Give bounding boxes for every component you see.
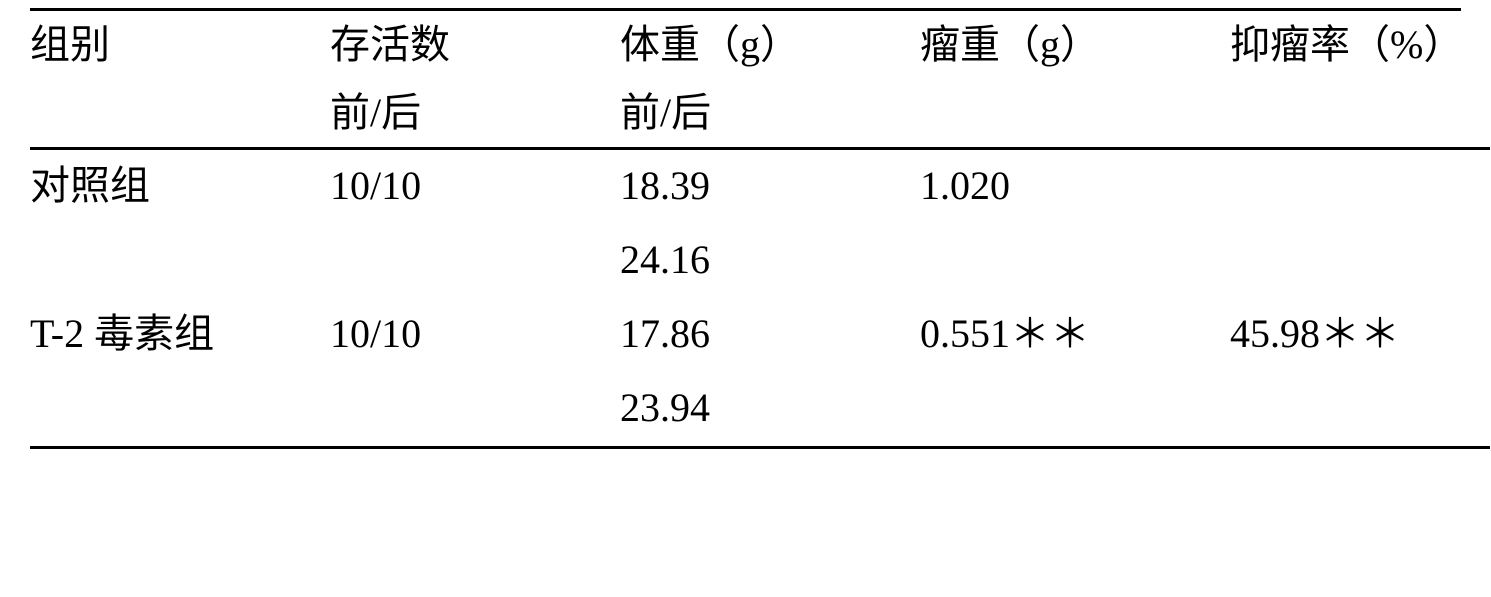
table-row: 23.94	[30, 372, 1490, 446]
cell-inhibit: 45.98＊＊	[1230, 298, 1490, 372]
cell-group: 对照组	[30, 150, 330, 224]
cell-weight-before: 17.86	[620, 298, 920, 372]
table-row: 对照组 10/10 18.39 1.020	[30, 150, 1490, 224]
cell-survival: 10/10	[330, 298, 620, 372]
col-subheader-inhibit	[1230, 75, 1490, 147]
cell-weight-after: 23.94	[620, 372, 920, 446]
col-subheader-weight: 前/后	[620, 75, 920, 147]
table-bottom-rule	[30, 446, 1490, 449]
table: 组别 存活数 体重（g） 瘤重（g） 抑瘤率（%） 前/后 前/后 对照组 10…	[30, 11, 1490, 449]
col-subheader-group	[30, 75, 330, 147]
cell-weight-before: 18.39	[620, 150, 920, 224]
cell-tumor: 0.551＊＊	[920, 298, 1230, 372]
col-subheader-survival: 前/后	[330, 75, 620, 147]
data-table: 组别 存活数 体重（g） 瘤重（g） 抑瘤率（%） 前/后 前/后 对照组 10…	[0, 0, 1491, 597]
table-row: 24.16	[30, 224, 1490, 298]
table-row: T-2 毒素组 10/10 17.86 0.551＊＊ 45.98＊＊	[30, 298, 1490, 372]
col-header-weight: 体重（g）	[620, 11, 920, 75]
col-subheader-tumor	[920, 75, 1230, 147]
cell-inhibit	[1230, 150, 1490, 224]
table-header-row-1: 组别 存活数 体重（g） 瘤重（g） 抑瘤率（%）	[30, 11, 1490, 75]
table-header-row-2: 前/后 前/后	[30, 75, 1490, 147]
col-header-group: 组别	[30, 11, 330, 75]
col-header-tumor: 瘤重（g）	[920, 11, 1230, 75]
cell-weight-after: 24.16	[620, 224, 920, 298]
col-header-inhibit: 抑瘤率（%）	[1230, 11, 1490, 75]
cell-tumor: 1.020	[920, 150, 1230, 224]
col-header-survival: 存活数	[330, 11, 620, 75]
cell-group: T-2 毒素组	[30, 298, 330, 372]
cell-survival: 10/10	[330, 150, 620, 224]
